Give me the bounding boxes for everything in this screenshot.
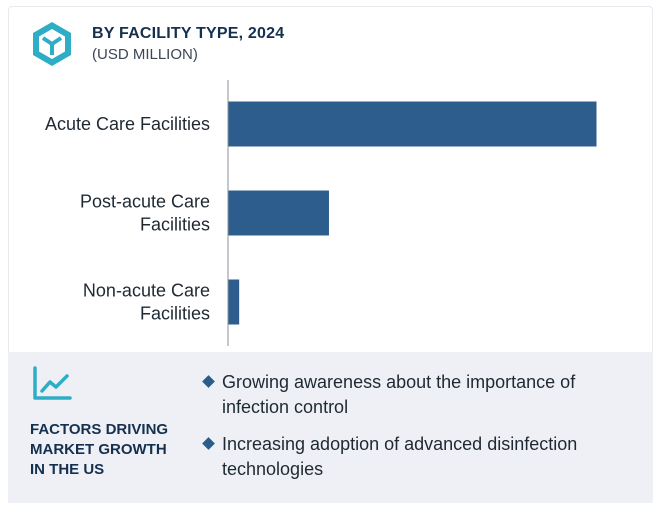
factor-text: Growing awareness about the importance o… [222, 372, 576, 417]
factor-item: Increasing adoption of advanced disinfec… [202, 432, 644, 482]
factors-title-line: IN THE US [30, 461, 105, 478]
bar [228, 279, 240, 325]
chart-title: BY FACILITY TYPE, 2024 [92, 25, 285, 42]
category-label: Acute Care Facilities [45, 114, 210, 134]
category-label-line: Facilities [140, 215, 210, 235]
diamond-bullet-icon [202, 437, 215, 450]
factors-title: FACTORS DRIVING MARKET GROWTH IN THE US [30, 420, 190, 480]
trend-chart-icon [33, 366, 72, 400]
factors-panel: FACTORS DRIVING MARKET GROWTH IN THE US … [8, 352, 653, 503]
bar [228, 101, 597, 147]
category-label: Post-acute Care Facilities [80, 192, 210, 235]
category-label-line: Post-acute Care [80, 192, 210, 212]
category-label-line: Facilities [140, 304, 210, 324]
category-label-line: Acute Care Facilities [45, 114, 210, 134]
bar [228, 190, 329, 236]
factors-title-line: FACTORS DRIVING [30, 421, 169, 438]
factor-list: Growing awareness about the importance o… [202, 370, 644, 494]
category-label-line: Non-acute Care [83, 281, 210, 301]
factor-text: Increasing adoption of advanced disinfec… [222, 434, 578, 479]
cube-hexagon-icon [33, 22, 71, 66]
diamond-bullet-icon [202, 375, 215, 388]
chart-subtitle: (USD MILLION) [92, 46, 198, 63]
bar-chart: Acute Care Facilities Post-acute Care Faci… [45, 80, 597, 346]
factors-title-line: MARKET GROWTH [30, 441, 167, 458]
category-label: Non-acute Care Facilities [83, 281, 210, 324]
factor-item: Growing awareness about the importance o… [202, 370, 644, 420]
